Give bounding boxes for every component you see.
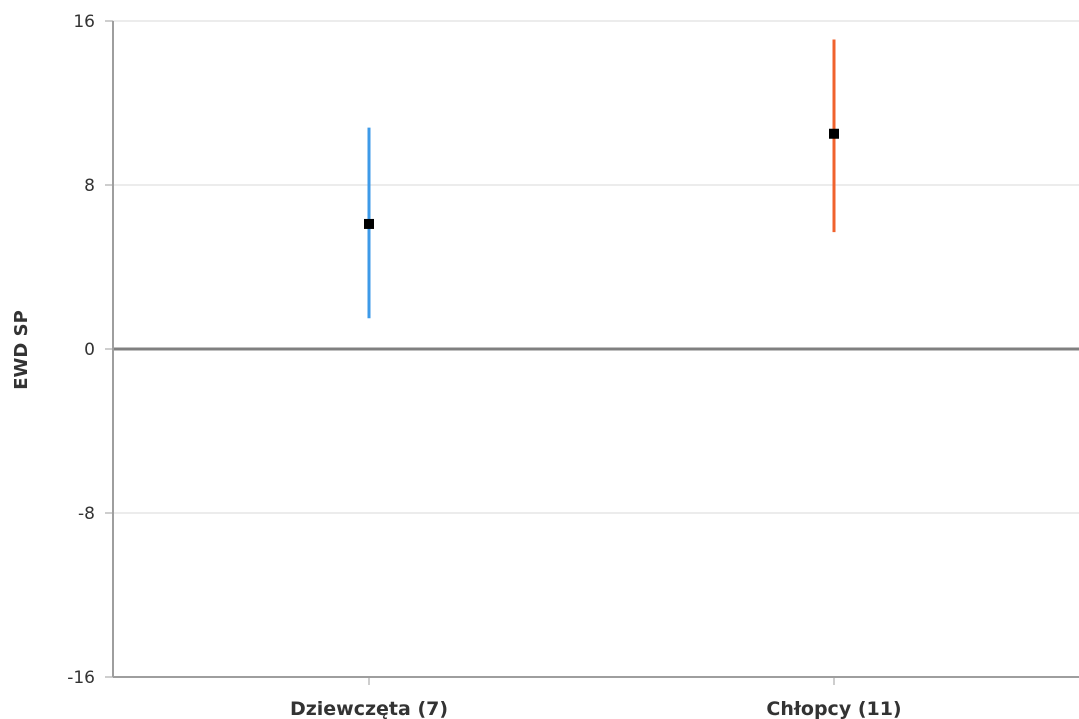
value-marker xyxy=(364,218,374,229)
axes xyxy=(105,20,1079,685)
y-tick-label: -8 xyxy=(78,504,95,524)
x-tick-label: Chłopcy (11) xyxy=(766,698,901,719)
y-tick-labels: 16 8 0 -8 -16 xyxy=(67,12,95,688)
y-tick-label: 0 xyxy=(84,340,95,360)
x-tick-label: Dziewczęta (7) xyxy=(290,698,448,719)
error-bars xyxy=(364,39,839,319)
grid-lines xyxy=(113,20,1079,514)
y-tick-label: 8 xyxy=(84,176,95,196)
x-tick-labels: Dziewczęta (7) Chłopcy (11) xyxy=(290,698,902,719)
y-tick-label: 16 xyxy=(73,12,95,32)
y-axis-title: EWD SP xyxy=(11,310,32,390)
y-tick-label: -16 xyxy=(67,668,95,688)
value-marker xyxy=(829,128,839,139)
